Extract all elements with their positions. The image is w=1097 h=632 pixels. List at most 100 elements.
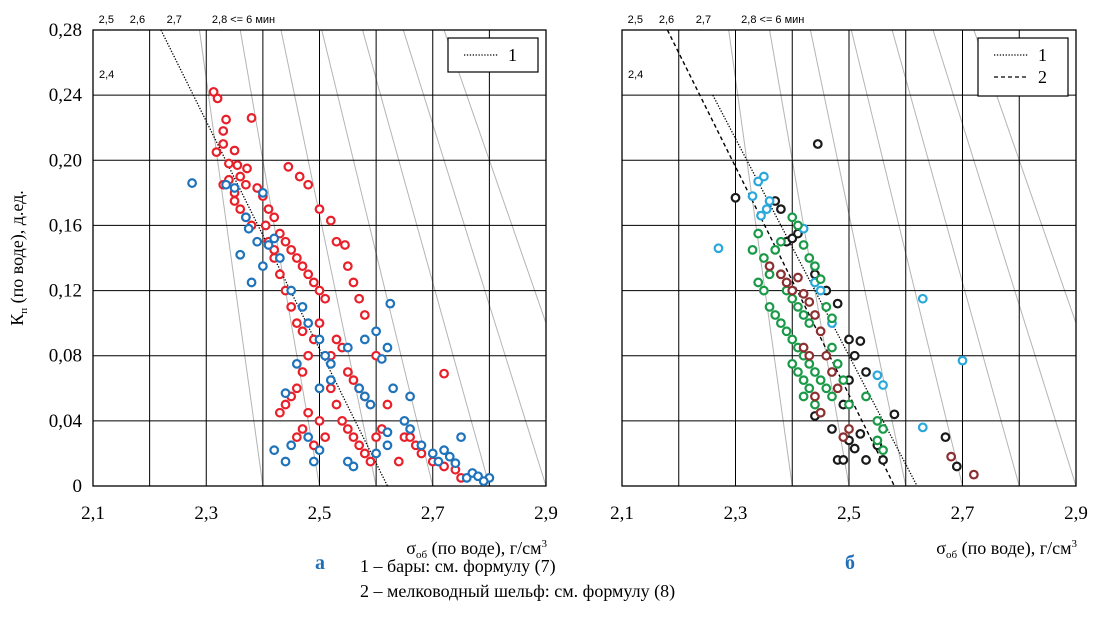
data-point [382,399,393,410]
data-point [804,383,815,394]
data-point [229,183,240,193]
data-point [764,269,775,280]
data-point [320,293,331,304]
data-point [320,432,331,443]
data-point [314,383,325,394]
data-point [917,422,928,433]
data-point [291,318,302,329]
data-point [342,367,353,377]
data-point [382,342,393,353]
data-point [291,358,302,369]
data-point [242,163,252,174]
data-point [730,192,741,203]
data-point [427,448,438,459]
data-point [439,445,449,456]
data-point [348,432,359,443]
data-point [280,388,291,399]
data-point [243,223,254,234]
data-point [187,178,197,188]
data-point [221,114,231,125]
data-point [758,253,769,263]
data-point [815,285,826,296]
isoline [891,30,1020,486]
data-point [787,293,798,304]
data-point [815,375,826,386]
data-point [294,171,305,182]
isoline [443,30,546,325]
x-axis-title: σоб (по воде), г/см3 [936,538,1077,561]
x-tick-label: 2,3 [194,503,218,524]
data-point [308,456,319,467]
trend-line-2 [666,30,896,486]
data-point [257,187,268,198]
legend-label: 1 [1038,45,1047,65]
data-point [804,253,815,263]
data-point [325,383,336,394]
data-point [325,375,336,386]
data-point [371,326,382,337]
plot-frame [621,29,1077,487]
y-axis-title: Кп (по воде), д.ед. [7,190,30,326]
data-point [416,440,427,451]
data-point [838,432,849,443]
data-point [257,261,268,272]
data-point [286,440,297,451]
data-point [753,277,764,288]
data-point [325,215,336,226]
data-point [764,196,775,206]
data-point [776,269,786,280]
data-point [917,293,928,304]
data-point [821,301,832,312]
data-point [371,432,382,443]
data-point [798,375,809,386]
data-point [297,301,308,312]
isoline [850,30,963,486]
data-point [263,204,274,215]
x-axis-title: σоб (по воде), г/см3 [406,538,547,561]
data-point [793,367,803,377]
isoline [321,30,434,486]
data-point [252,236,263,247]
data-point [314,334,325,345]
data-point [793,272,803,283]
data-point [297,326,308,337]
data-point [878,445,888,456]
data-point [753,228,764,239]
data-point [872,435,883,446]
data-point [855,428,866,439]
isoline-label: 2,7 [167,14,182,26]
data-point [844,334,854,345]
data-point [382,440,393,451]
data-point [376,354,387,364]
data-point [844,424,854,434]
data-point [269,445,280,456]
data-point [946,451,957,462]
data-point [218,126,229,136]
series-maroon [764,261,979,480]
data-point [798,310,809,320]
x-tick-label: 2,7 [951,503,975,524]
data-point [348,277,359,288]
data-point [827,391,837,402]
data-point [787,212,798,223]
data-point [787,358,798,369]
isoline [362,30,490,486]
data-point [405,432,416,443]
data-point [804,358,815,369]
data-point [269,233,280,244]
data-point [861,391,871,402]
data-point [764,301,775,312]
isoline-label: 2,8 <= 6 мин [212,14,275,26]
data-point [889,409,900,420]
data-point [787,334,798,345]
data-point [303,407,314,418]
x-tick-label: 2,5 [837,503,861,524]
data-point [235,171,246,182]
data-point [246,113,257,123]
isoline [280,30,377,486]
data-point [274,407,285,418]
data-point [393,456,404,467]
data-point [382,427,393,438]
data-point [793,301,803,312]
trend-line-1 [160,30,389,486]
